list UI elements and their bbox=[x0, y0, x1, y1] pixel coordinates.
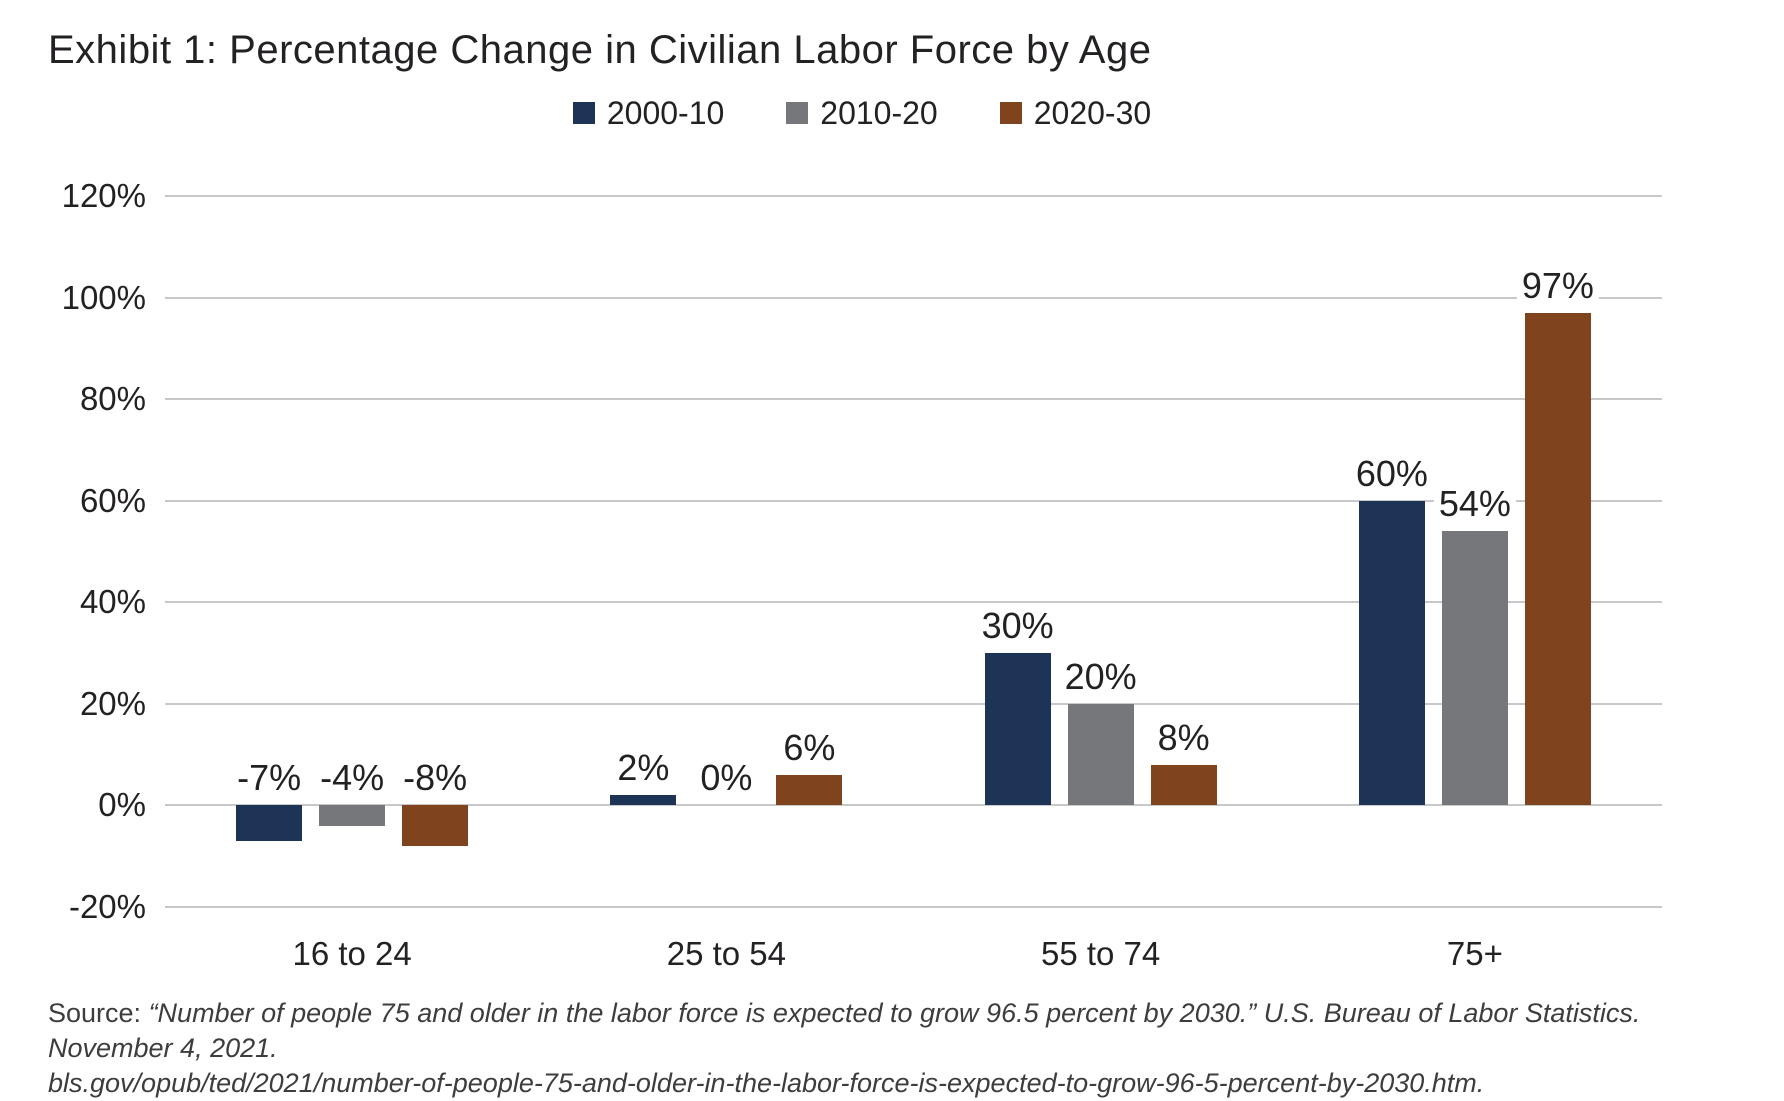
y-axis-tick-label: 100% bbox=[61, 278, 146, 316]
y-axis-tick-label: -20% bbox=[68, 888, 146, 925]
source-line-1: Source: “Number of people 75 and older i… bbox=[48, 996, 1744, 1066]
bar-value-label-2010-20-55-to-74: 20% bbox=[1059, 655, 1142, 698]
bar-value-label-2020-30-25-to-54: 6% bbox=[778, 726, 841, 769]
source-citation: “Number of people 75 and older in the la… bbox=[48, 998, 1641, 1063]
bar-2020-30-55-to-74 bbox=[1150, 764, 1217, 806]
bar-2010-20-16-to-24 bbox=[319, 805, 386, 826]
source-note: Source: “Number of people 75 and older i… bbox=[48, 996, 1744, 1101]
bar-value-label-2000-10-25-to-54: 2% bbox=[612, 747, 675, 790]
gridline-0 bbox=[165, 804, 1662, 807]
bar-value-label-2020-30-75+: 97% bbox=[1516, 264, 1599, 307]
bar-2000-10-25-to-54 bbox=[610, 795, 677, 806]
x-axis-category-label: 55 to 74 bbox=[1040, 935, 1161, 972]
bar-2020-30-75+ bbox=[1524, 312, 1591, 806]
legend-item-2010-20: 2010-20 bbox=[786, 94, 938, 132]
gridline-100 bbox=[165, 296, 1662, 299]
bar-value-label-2010-20-25-to-54: 0% bbox=[695, 757, 758, 800]
page-title: Exhibit 1: Percentage Change in Civilian… bbox=[48, 28, 1152, 72]
legend-label: 2020-30 bbox=[1033, 94, 1152, 131]
bar-value-label-2020-30-16-to-24: -8% bbox=[398, 757, 473, 800]
bar-value-label-2000-10-16-to-24: -7% bbox=[232, 757, 307, 800]
y-axis-tick-label: 40% bbox=[79, 583, 146, 621]
bar-value-label-2010-20-75+: 54% bbox=[1433, 483, 1516, 526]
y-axis-tick-label: 80% bbox=[79, 380, 146, 418]
legend-label: 2010-20 bbox=[820, 94, 938, 131]
gridline--20 bbox=[165, 906, 1662, 908]
gridline-120 bbox=[165, 195, 1662, 197]
y-axis-tick-label: 120% bbox=[61, 177, 146, 214]
bar-value-label-2000-10-55-to-74: 30% bbox=[976, 605, 1059, 648]
legend-swatch-icon bbox=[786, 102, 809, 124]
bar-value-label-2000-10-75+: 60% bbox=[1350, 452, 1433, 495]
bar-2000-10-55-to-74 bbox=[984, 653, 1051, 806]
legend-swatch-icon bbox=[999, 102, 1022, 124]
source-url: bls.gov/opub/ted/2021/number-of-people-7… bbox=[48, 1068, 1485, 1098]
chart-legend: 2000-10 2010-20 2020-30 bbox=[0, 94, 1754, 132]
legend-item-2020-30: 2020-30 bbox=[999, 94, 1152, 132]
bar-2010-20-55-to-74 bbox=[1067, 703, 1134, 806]
gridline-60 bbox=[165, 499, 1662, 502]
bar-2000-10-16-to-24 bbox=[236, 805, 303, 841]
bar-2010-20-75+ bbox=[1441, 531, 1508, 806]
legend-swatch-icon bbox=[572, 102, 595, 124]
gridline-20 bbox=[165, 702, 1662, 705]
x-axis-category-label: 75+ bbox=[1446, 935, 1503, 972]
x-axis-category-label: 16 to 24 bbox=[292, 935, 412, 972]
bar-value-label-2020-30-55-to-74: 8% bbox=[1152, 716, 1215, 759]
x-axis-category-label: 25 to 54 bbox=[666, 935, 787, 972]
y-axis-tick-label: 0% bbox=[98, 786, 146, 824]
bar-value-label-2010-20-16-to-24: -4% bbox=[315, 757, 390, 800]
bar-2020-30-16-to-24 bbox=[402, 805, 469, 847]
source-prefix: Source: bbox=[48, 998, 149, 1028]
bar-2020-30-25-to-54 bbox=[776, 774, 843, 806]
gridline-80 bbox=[165, 398, 1662, 401]
legend-item-2000-10: 2000-10 bbox=[572, 94, 725, 132]
legend-label: 2000-10 bbox=[606, 94, 725, 131]
bar-2000-10-75+ bbox=[1358, 500, 1425, 806]
y-axis-tick-label: 60% bbox=[79, 481, 146, 519]
y-axis-tick-label: 20% bbox=[79, 684, 146, 722]
gridline-40 bbox=[165, 601, 1662, 604]
